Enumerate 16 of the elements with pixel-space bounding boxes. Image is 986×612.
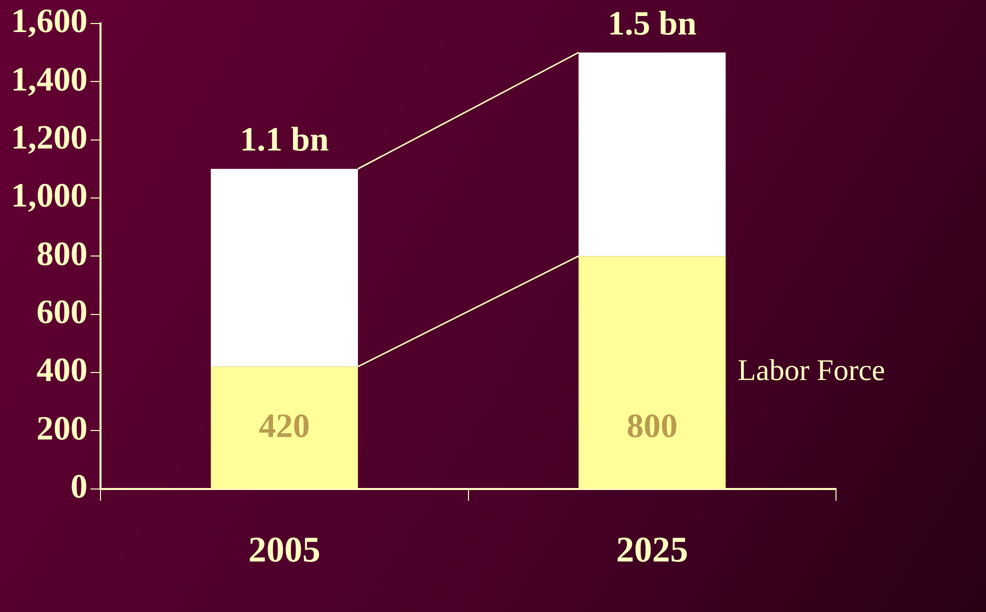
y-tick-label: 0 [70,468,88,506]
y-tick-label: 1,400 [11,61,88,98]
y-tick-label: 200 [36,410,88,448]
y-tick-label: 800 [36,236,88,273]
total-label: 1.5 bn [608,5,697,42]
x-tick-label: 2005 [248,530,320,570]
y-tick-label: 600 [36,294,88,332]
data-label: 420 [258,408,310,446]
y-tick-label: 400 [36,352,88,390]
y-tick-label: 1,000 [11,178,88,215]
total-label: 1.1 bn [240,122,329,159]
series-label: Labor Force [738,354,886,388]
y-tick-label: 1,200 [11,120,88,157]
x-tick-label: 2025 [616,530,688,570]
data-label: 800 [626,408,678,446]
y-tick-label: 1,600 [11,3,88,40]
